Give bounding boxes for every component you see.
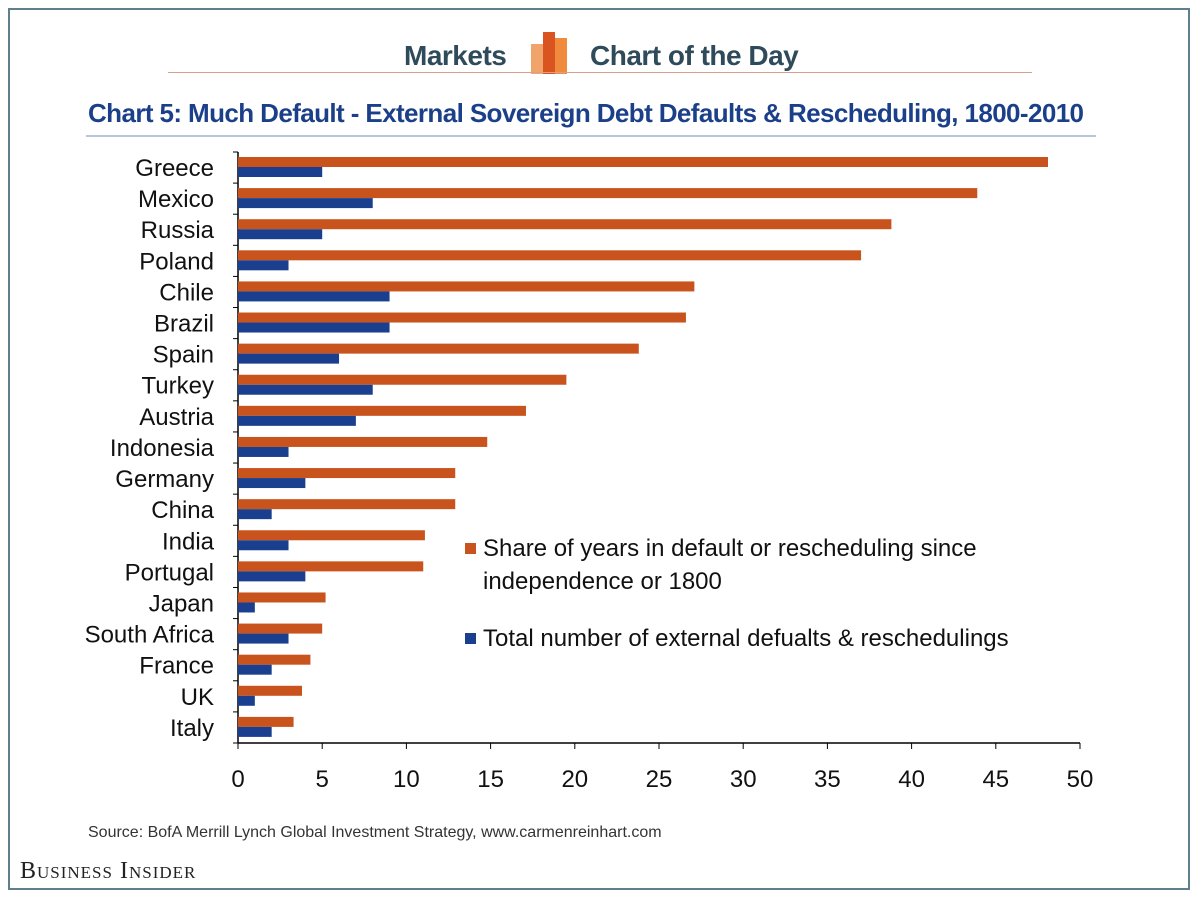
bar-count-germany bbox=[238, 478, 306, 489]
legend-swatch-count bbox=[465, 633, 476, 644]
category-label: Greece bbox=[135, 155, 214, 182]
category-label: Brazil bbox=[154, 311, 214, 338]
x-tick-label: 50 bbox=[1067, 766, 1094, 793]
bar-share-russia bbox=[238, 219, 892, 230]
bar-share-mexico bbox=[238, 188, 978, 199]
bar-share-france bbox=[238, 654, 311, 665]
bar-share-indonesia bbox=[238, 436, 488, 447]
category-label: Mexico bbox=[138, 186, 214, 213]
category-label: Poland bbox=[139, 248, 214, 275]
category-label: Germany bbox=[115, 466, 214, 493]
bar-share-austria bbox=[238, 405, 526, 416]
header-divider bbox=[168, 72, 1032, 73]
bar-count-chile bbox=[238, 291, 390, 302]
chart-legend: Share of years in default or reschedulin… bbox=[465, 532, 1105, 655]
bar-share-china bbox=[238, 499, 456, 510]
bar-share-chile bbox=[238, 281, 695, 292]
category-label: South Africa bbox=[85, 622, 215, 649]
category-label: Chile bbox=[159, 279, 214, 306]
category-label: Spain bbox=[153, 342, 214, 369]
bar-count-brazil bbox=[238, 322, 390, 333]
bar-share-germany bbox=[238, 468, 456, 479]
category-label: Portugal bbox=[125, 559, 214, 586]
bar-count-france bbox=[238, 664, 272, 675]
header: Markets Chart of the Day bbox=[0, 14, 1200, 74]
bar-count-portugal bbox=[238, 571, 306, 582]
category-label: France bbox=[139, 653, 214, 680]
category-label: Indonesia bbox=[110, 435, 215, 462]
bar-share-poland bbox=[238, 250, 862, 261]
bar-count-poland bbox=[238, 260, 289, 271]
category-label: Austria bbox=[139, 404, 214, 431]
x-tick-label: 30 bbox=[730, 766, 757, 793]
page-frame bbox=[8, 8, 1190, 890]
bar-count-italy bbox=[238, 726, 272, 737]
bar-count-russia bbox=[238, 229, 323, 240]
bar-share-portugal bbox=[238, 561, 424, 572]
category-label: China bbox=[151, 497, 214, 524]
x-tick-label: 45 bbox=[982, 766, 1009, 793]
x-tick-label: 15 bbox=[477, 766, 504, 793]
bar-share-spain bbox=[238, 343, 639, 354]
category-label: UK bbox=[181, 684, 214, 711]
legend-item-count: Total number of external defualts & resc… bbox=[465, 622, 1105, 655]
business-insider-logo: Business Insider bbox=[20, 858, 197, 884]
bar-share-greece bbox=[238, 157, 1049, 167]
bar-count-austria bbox=[238, 415, 356, 426]
x-tick-label: 20 bbox=[561, 766, 588, 793]
bar-share-brazil bbox=[238, 312, 686, 323]
x-tick-label: 5 bbox=[316, 766, 329, 793]
bar-share-south-africa bbox=[238, 623, 323, 634]
bar-count-turkey bbox=[238, 384, 373, 395]
x-tick-label: 25 bbox=[646, 766, 673, 793]
header-chart-of-day-label: Chart of the Day bbox=[590, 40, 799, 71]
chart-title: Chart 5: Much Default - External Soverei… bbox=[88, 98, 1084, 128]
x-tick-label: 10 bbox=[393, 766, 420, 793]
category-label: Japan bbox=[149, 590, 214, 617]
bar-chart-logo-icon bbox=[531, 32, 567, 74]
x-tick-label: 0 bbox=[231, 766, 244, 793]
legend-label-share: Share of years in default or reschedulin… bbox=[483, 535, 977, 595]
bar-share-japan bbox=[238, 592, 326, 603]
legend-item-share: Share of years in default or reschedulin… bbox=[465, 532, 1105, 598]
bar-count-japan bbox=[238, 602, 255, 613]
source-note: Source: BofA Merrill Lynch Global Invest… bbox=[88, 824, 662, 841]
bar-count-spain bbox=[238, 353, 340, 364]
bar-count-mexico bbox=[238, 198, 373, 209]
x-tick-label: 35 bbox=[814, 766, 841, 793]
bar-share-india bbox=[238, 530, 425, 541]
legend-label-count: Total number of external defualts & resc… bbox=[483, 625, 1009, 652]
category-label: Turkey bbox=[142, 373, 214, 400]
category-label: Italy bbox=[170, 715, 214, 742]
bar-count-south-africa bbox=[238, 633, 289, 644]
category-label: India bbox=[162, 528, 215, 555]
bar-share-italy bbox=[238, 716, 294, 727]
bar-count-china bbox=[238, 509, 272, 520]
bar-count-indonesia bbox=[238, 446, 289, 457]
category-label: Russia bbox=[141, 217, 215, 244]
bar-count-india bbox=[238, 540, 289, 551]
bar-count-greece bbox=[238, 167, 323, 177]
title-divider bbox=[86, 135, 1096, 137]
x-tick-label: 40 bbox=[898, 766, 925, 793]
bar-count-uk bbox=[238, 695, 255, 706]
bar-share-turkey bbox=[238, 374, 567, 385]
header-markets-label: Markets bbox=[404, 40, 507, 71]
bar-share-uk bbox=[238, 685, 302, 696]
legend-swatch-share bbox=[465, 543, 476, 554]
